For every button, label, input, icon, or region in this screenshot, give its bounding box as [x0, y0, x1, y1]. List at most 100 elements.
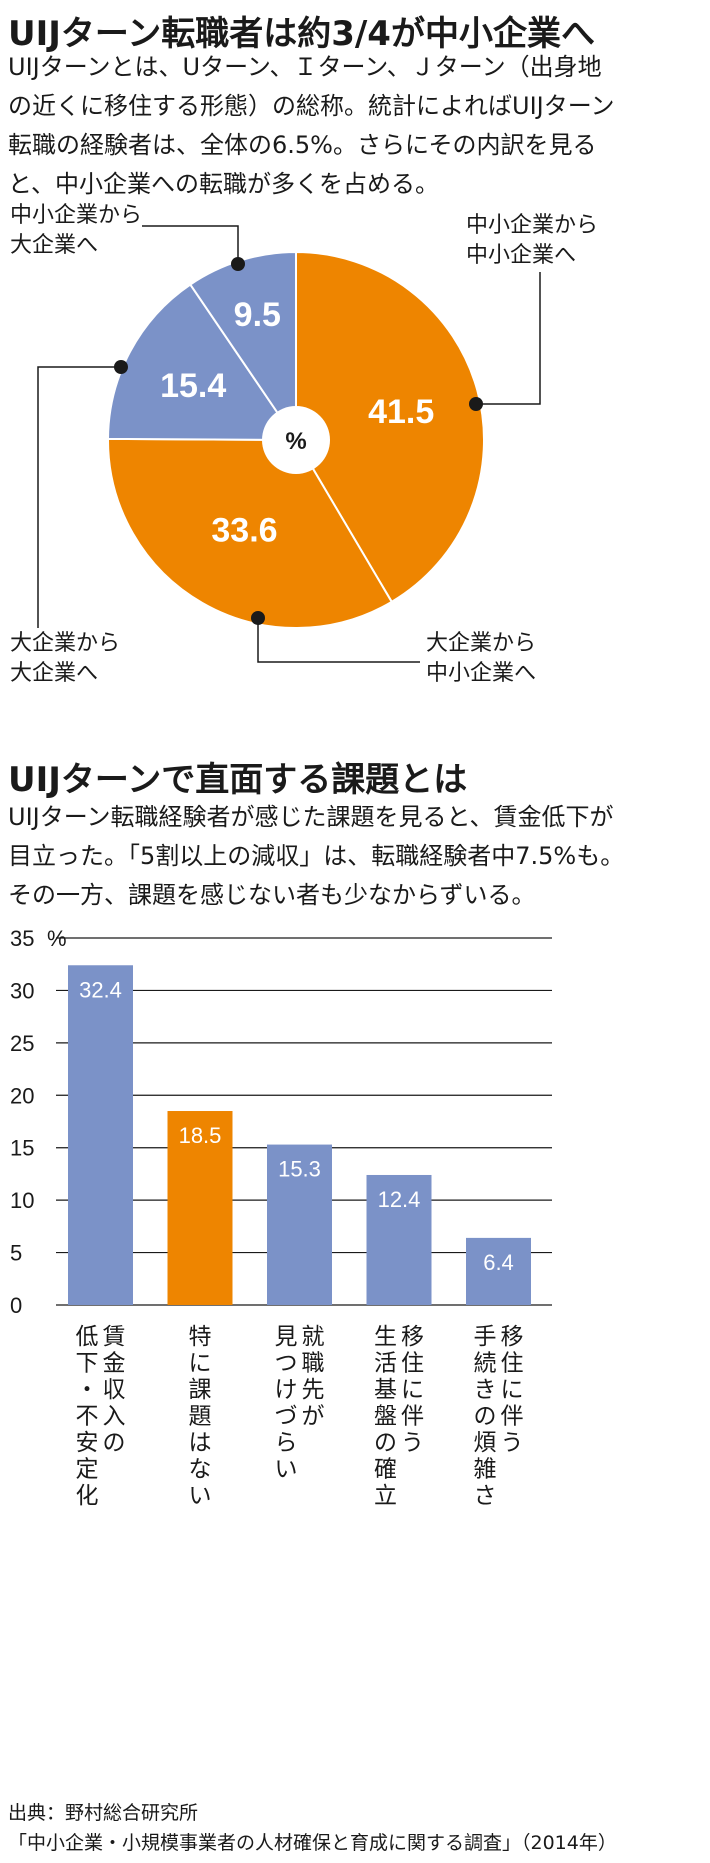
pie-slice-label: 大企業へ — [10, 233, 98, 258]
pie-value-label: 15.4 — [160, 367, 226, 405]
x-category-label: 題 — [189, 1404, 212, 1430]
x-category-label: い — [189, 1483, 212, 1509]
y-tick-label: 30 — [10, 978, 34, 1003]
source-note: 出典：野村総合研究所 「中小企業・小規模事業者の人材確保と育成に関する調査」（2… — [8, 1798, 617, 1858]
leader-dot — [251, 611, 265, 625]
x-category-label: づ — [275, 1404, 298, 1430]
x-category-label: ら — [275, 1430, 298, 1456]
x-category-label: き — [474, 1377, 497, 1403]
pie-value-label: 9.5 — [234, 296, 281, 334]
y-axis-unit: % — [47, 926, 67, 951]
bar-value-label: 12.4 — [378, 1187, 421, 1212]
bar — [267, 1144, 332, 1305]
leader-line — [476, 272, 541, 405]
x-category-label: 確 — [374, 1457, 397, 1483]
lead-line: 転職の経験者は、全体の6.5%。さらにその内訳を見る — [8, 131, 597, 159]
pie-slice-label: 中小企業へ — [426, 661, 536, 686]
x-category-label: 住 — [401, 1351, 424, 1377]
x-category-label: 課 — [189, 1377, 212, 1403]
x-category-label: は — [189, 1430, 212, 1456]
x-category-label: 見 — [275, 1324, 298, 1350]
x-category-label: い — [275, 1457, 298, 1483]
x-category-label: さ — [474, 1483, 497, 1509]
x-category-label: 伴 — [501, 1404, 524, 1430]
x-category-label: 移 — [501, 1324, 524, 1350]
pie-center-label: % — [285, 428, 306, 455]
x-category-label: 就 — [302, 1324, 325, 1350]
bar — [366, 1174, 432, 1305]
x-category-label: 活 — [374, 1351, 397, 1377]
pie-slice — [106, 283, 298, 442]
y-tick-label: 0 — [10, 1293, 22, 1318]
lead-line: の近くに移住する形態）の総称。統計によればUIJターン — [8, 92, 615, 120]
y-tick-label: 25 — [10, 1031, 34, 1056]
bar — [167, 1111, 233, 1305]
x-category-label: 低 — [76, 1324, 99, 1350]
bar-value-label: 18.5 — [179, 1123, 222, 1148]
leader-line — [142, 225, 239, 264]
lead-line: 目立った。「5割以上の減収」は、転職経験者中7.5%も。 — [8, 842, 625, 870]
y-tick-label: 15 — [10, 1136, 34, 1161]
x-category-label: 雑 — [474, 1457, 497, 1483]
lead-line: UIJターンとは、Uターン、Ｉターン、Ｊターン（出身地 — [8, 53, 602, 81]
x-category-label: 移 — [401, 1324, 424, 1350]
x-category-label: 続 — [474, 1351, 497, 1377]
pie-chart-title: UIJターン転職者は約3/4が中小企業へ — [8, 14, 595, 54]
x-category-label: 煩 — [474, 1430, 497, 1456]
x-category-label: 住 — [501, 1351, 524, 1377]
x-category-label: 先 — [302, 1377, 325, 1403]
bar — [466, 1237, 531, 1305]
leader-dot — [114, 360, 128, 374]
x-category-label: な — [189, 1457, 212, 1483]
x-category-label: 手 — [474, 1324, 497, 1350]
x-category-label: う — [501, 1430, 524, 1456]
pie-value-label: 41.5 — [368, 393, 434, 431]
source-line-1: 出典：野村総合研究所 — [8, 1802, 199, 1824]
pie-value-label: 33.6 — [211, 512, 277, 550]
pie-slice-label: 中小企業から — [10, 203, 142, 228]
x-category-label: 基 — [374, 1377, 397, 1403]
pie-slice — [295, 250, 485, 604]
x-category-label: 安 — [76, 1430, 99, 1456]
pie-chart: 41.5中小企業から中小企業へ33.6大企業から中小企業へ15.4大企業から大企… — [10, 203, 598, 686]
pie-slice-label: 中小企業から — [466, 213, 598, 238]
x-category-label: の — [374, 1430, 397, 1456]
x-category-label: 下 — [76, 1351, 99, 1377]
x-category-label: 化 — [76, 1483, 99, 1509]
x-category-label: 立 — [374, 1483, 397, 1509]
leader-line — [257, 618, 420, 663]
x-category-label: が — [302, 1404, 325, 1430]
x-category-label: 伴 — [401, 1404, 424, 1430]
x-category-label: に — [501, 1377, 524, 1403]
x-category-label: 不 — [76, 1404, 99, 1430]
pie-slice-label: 中小企業へ — [466, 243, 576, 268]
leader-line — [37, 366, 121, 628]
leader-dot — [231, 257, 245, 271]
lead-line: と、中小企業への転職が多くを占める。 — [8, 170, 440, 198]
x-category-label: の — [474, 1404, 497, 1430]
bar — [68, 965, 133, 1305]
y-tick-label: 5 — [10, 1241, 22, 1266]
x-category-label: 収 — [103, 1377, 126, 1403]
x-category-label: 金 — [103, 1351, 126, 1377]
x-category-label: け — [275, 1377, 298, 1403]
bar-value-label: 32.4 — [79, 977, 122, 1002]
x-category-label: 特 — [189, 1324, 212, 1350]
x-category-label: 賃 — [103, 1324, 126, 1350]
source-line-2: 「中小企業・小規模事業者の人材確保と育成に関する調査」（2014年） — [8, 1832, 617, 1854]
pie-slice — [107, 437, 394, 629]
pie-center-hole — [262, 406, 330, 474]
pie-slice-label: 大企業へ — [10, 661, 98, 686]
y-tick-label: 20 — [10, 1083, 34, 1108]
y-tick-label: 35 — [10, 926, 34, 951]
bar-chart-title: UIJターンで直面する課題とは — [8, 760, 468, 800]
x-category-label: ・ — [76, 1377, 99, 1403]
x-category-label: 定 — [76, 1457, 99, 1483]
bar-chart-lead: UIJターン転職経験者が感じた課題を見ると、賃金低下が 目立った。「5割以上の減… — [8, 798, 698, 915]
bar-value-label: 15.3 — [278, 1157, 321, 1182]
lead-line: その一方、課題を感じない者も少なからずいる。 — [8, 881, 536, 909]
x-category-label: に — [189, 1351, 212, 1377]
x-category-label: 生 — [374, 1324, 397, 1350]
x-category-label: う — [401, 1430, 424, 1456]
